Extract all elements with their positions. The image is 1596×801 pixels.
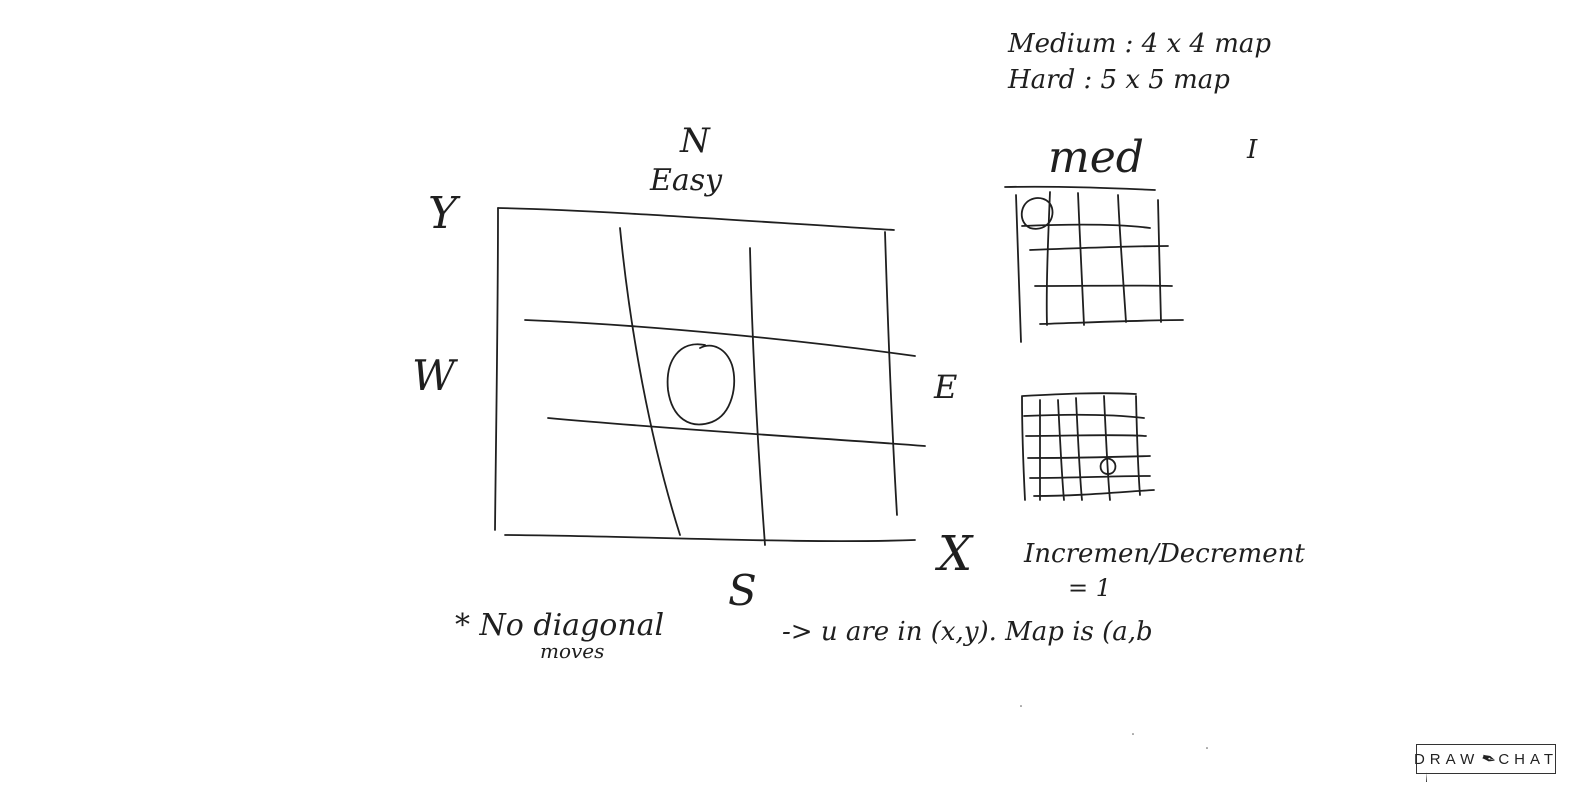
hard-grid-vline-4 [1103,395,1111,501]
easy-grid-vline-2 [749,247,766,546]
hard-grid-left-edge [1021,395,1026,501]
easy-grid-left-edge [494,207,499,531]
legend-hard: Hard : 5 x 5 map [1007,65,1230,95]
hard-grid [1021,392,1155,501]
medium-grid [1004,185,1184,343]
medium-grid-vline-1 [1045,191,1051,326]
hard-grid-hline-4 [1029,475,1151,479]
drawchat-logo[interactable]: DRAW ✒ CHAT [1413,744,1559,774]
hard-grid-hline-5 [1033,489,1155,497]
hard-grid-hline-1 [1023,413,1145,419]
stray-dot [1020,705,1022,707]
logo-speech-tail [1426,772,1427,782]
position-note: -> u are in (x,y). Map is (a,b [782,617,1153,647]
no-diagonal-note-moves: moves [540,639,604,663]
north-label: N [679,121,711,161]
medium-grid-hline-2 [1029,245,1169,251]
increment-value: = 1 [1068,574,1111,602]
hard-grid-top-edge [1022,392,1137,397]
increment-note: Incremen/Decrement [1023,539,1305,569]
medium-grid-vline-3 [1117,194,1127,323]
medium-title: med [1048,132,1144,183]
hard-grid-vline-3 [1075,397,1083,501]
logo-text-left: DRAW [1413,750,1480,768]
medium-grid-vline-2 [1077,192,1085,326]
stray-dot [1206,747,1208,749]
easy-grid-bottom-edge [504,534,916,543]
hard-grid-hline-3 [1027,455,1151,459]
easy-grid-hline-1 [524,319,916,357]
logo-text-right: CHAT [1498,750,1559,768]
player-position-circle [666,343,736,426]
x-axis-label: X [934,526,974,582]
quill-icon: ✒ [1478,746,1500,771]
south-label: S [728,566,757,615]
east-label: E [933,368,957,406]
medium-grid-bottom-edge [1039,319,1184,325]
west-label: W [412,351,459,400]
easy-title: Easy [649,163,723,198]
hard-grid-hline-2 [1025,434,1147,437]
easy-grid-hline-2 [547,417,926,447]
easy-grid-top-edge [497,207,895,231]
legend-medium: Medium : 4 x 4 map [1007,29,1271,59]
medium-grid-left-edge [1015,194,1022,343]
y-axis-label: Y [428,188,461,239]
hard-grid-vline-5 [1135,395,1141,496]
stray-dot [1132,733,1134,735]
medium-player-circle [1020,197,1054,230]
medium-grid-vline-4 [1157,199,1162,323]
no-diagonal-note: * No diagonal [455,608,664,643]
easy-grid [494,207,926,546]
medium-grid-hline-1 [1021,223,1151,229]
easy-grid-vline-1 [619,227,681,536]
medium-grid-top-edge [1004,185,1156,191]
easy-grid-right-edge [884,231,898,516]
stray-mark: I [1246,135,1258,165]
hard-player-circle [1099,457,1117,475]
